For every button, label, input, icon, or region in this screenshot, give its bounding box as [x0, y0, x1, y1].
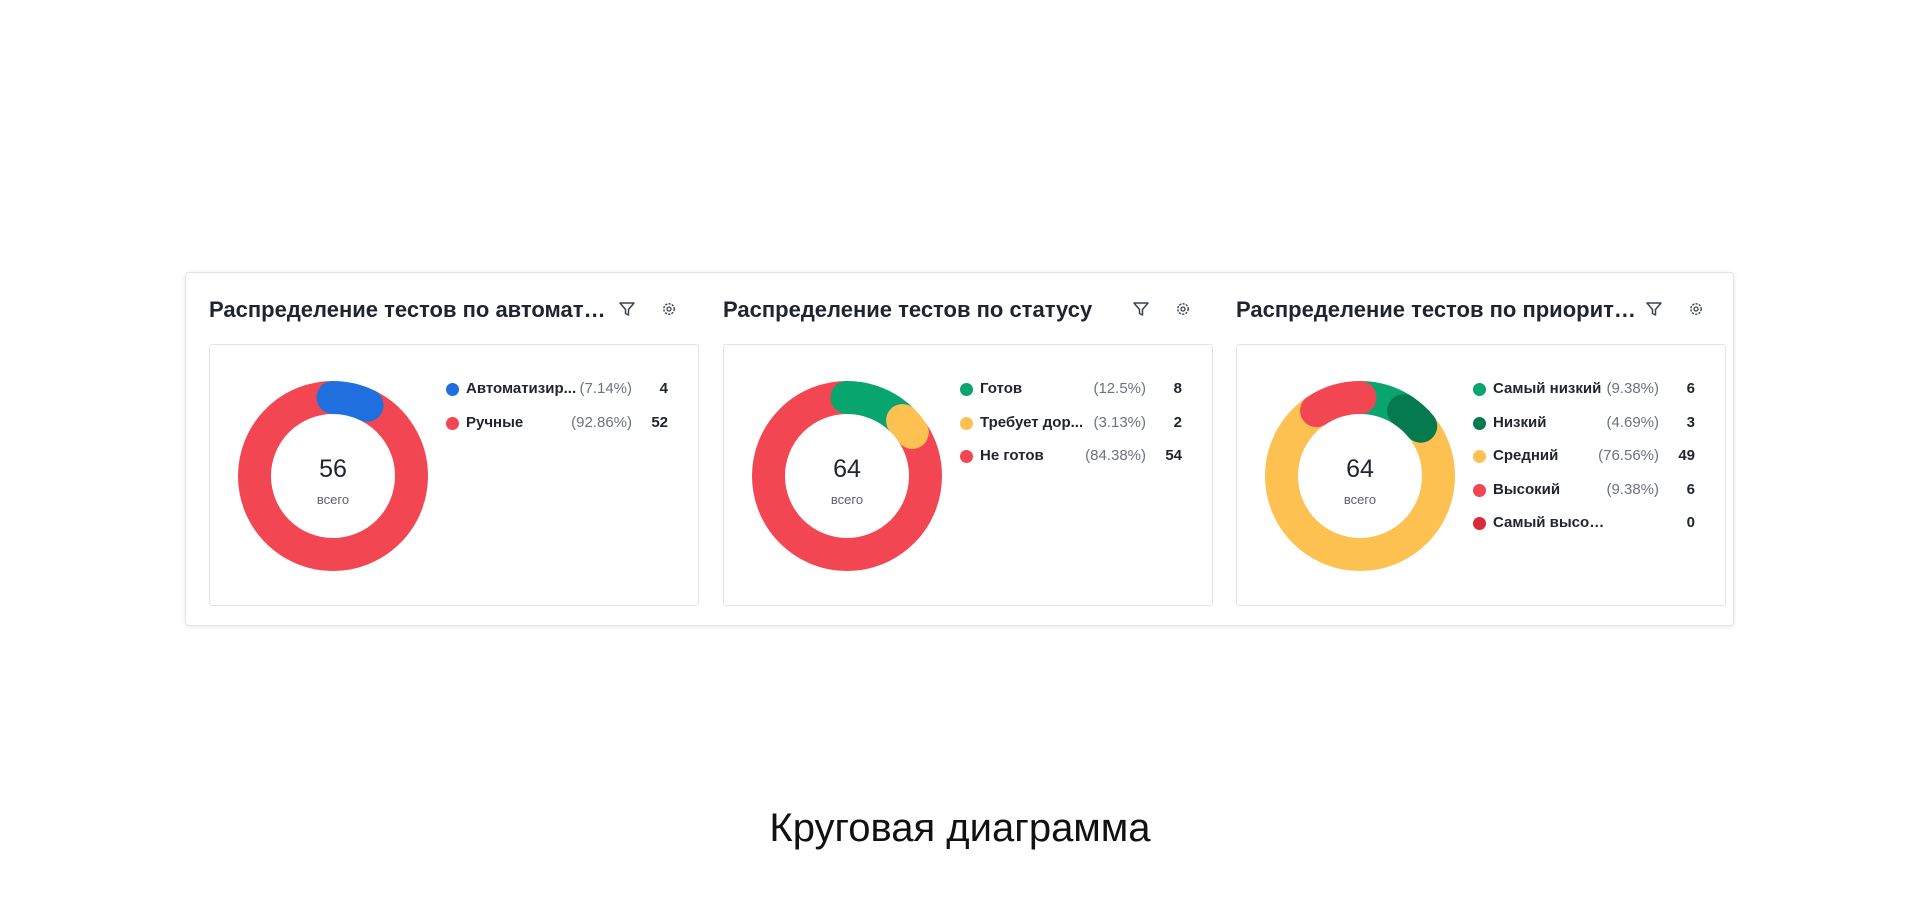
legend-percent: (9.38%) — [1606, 380, 1659, 397]
filter-icon[interactable] — [1641, 296, 1667, 322]
filter-icon[interactable] — [614, 296, 640, 322]
legend-dot — [1473, 383, 1486, 396]
legend-percent: (12.5%) — [1093, 380, 1146, 397]
legend-percent: (9.38%) — [1606, 480, 1659, 498]
donut-svg — [1265, 381, 1455, 571]
legend-dot — [960, 450, 973, 463]
filter-icon[interactable] — [1128, 296, 1154, 322]
donut-svg — [752, 381, 942, 571]
legend-item-not-ready[interactable]: Не готов (84.38%) 54 — [960, 446, 1200, 466]
widget-header: Распределение тестов по приоритету — [1236, 295, 1703, 325]
gear-icon[interactable] — [1170, 296, 1196, 322]
legend-percent: (84.38%) — [1085, 447, 1146, 464]
legend-label: Самый высокий — [1493, 514, 1608, 531]
donut-slice-2[interactable] — [1265, 381, 1455, 571]
total-count: 64 — [833, 455, 861, 483]
chart-card: 56 всего Автоматизир... (7.14%) 4 Ручные… — [209, 344, 699, 606]
legend-dot — [1473, 483, 1486, 497]
legend-value: 3 — [1686, 413, 1695, 431]
legend-item-needs-work[interactable]: Требует дор... (3.13%) 2 — [960, 413, 1200, 433]
widget-header: Распределение тестов по автоматиз... — [209, 295, 676, 325]
widget-status: Распределение тестов по статусу 64 всего… — [700, 273, 1213, 627]
donut-chart: 56 всего — [238, 381, 428, 571]
legend-item-low[interactable]: Низкий (4.69%) 3 — [1473, 413, 1713, 433]
total-caption: всего — [316, 492, 350, 507]
legend-dot — [960, 416, 973, 430]
legend-item-highest[interactable]: Самый высокий 0 — [1473, 513, 1713, 533]
legend-value: 2 — [1173, 413, 1182, 431]
chart-card: 64 всего Самый низкий (9.38%) 6 Низкий (… — [1236, 344, 1726, 606]
legend: Самый низкий (9.38%) 6 Низкий (4.69%) 3 … — [1473, 379, 1713, 547]
total-caption: всего — [1343, 492, 1377, 507]
widget-header: Распределение тестов по статусу — [723, 295, 1190, 325]
legend-percent: (3.13%) — [1093, 413, 1146, 431]
donut-chart: 64 всего — [752, 381, 942, 571]
donut-slice-0[interactable] — [238, 381, 428, 571]
legend-item-medium[interactable]: Средний (76.56%) 49 — [1473, 446, 1713, 466]
chart-card: 64 всего Готов (12.5%) 8 Требует дор... … — [723, 344, 1213, 606]
donut-svg — [238, 381, 428, 571]
legend: Готов (12.5%) 8 Требует дор... (3.13%) 2… — [960, 379, 1200, 480]
legend-value: 52 — [651, 413, 668, 431]
widget-title: Распределение тестов по автоматиз... — [209, 297, 619, 322]
donut-chart: 64 всего — [1265, 381, 1455, 571]
legend-dot — [960, 383, 973, 396]
widget-priority: Распределение тестов по приоритету 64 вс… — [1213, 273, 1726, 627]
legend-dot — [446, 383, 459, 396]
legend-dot — [1473, 416, 1486, 430]
donut-slice-0[interactable] — [752, 381, 942, 571]
gear-icon[interactable] — [1683, 296, 1709, 322]
total-count: 56 — [319, 455, 347, 483]
legend-percent: (7.14%) — [579, 380, 632, 397]
legend-value: 49 — [1678, 447, 1695, 464]
legend: Автоматизир... (7.14%) 4 Ручные (92.86%)… — [446, 379, 686, 446]
legend-item-lowest[interactable]: Самый низкий (9.38%) 6 — [1473, 379, 1713, 399]
page-caption: Круговая диаграмма — [769, 806, 1151, 850]
legend-value: 0 — [1686, 514, 1695, 531]
legend-dot — [446, 416, 459, 430]
legend-percent: (4.69%) — [1606, 413, 1659, 431]
gear-icon[interactable] — [656, 296, 682, 322]
total-count: 64 — [1346, 455, 1374, 483]
legend-value: 54 — [1165, 447, 1182, 464]
legend-percent: (76.56%) — [1598, 447, 1659, 464]
legend-value: 8 — [1173, 380, 1182, 397]
legend-dot — [1473, 450, 1486, 463]
widget-automation: Распределение тестов по автоматиз... 56 … — [186, 273, 699, 627]
total-caption: всего — [830, 492, 864, 507]
legend-item-ready[interactable]: Готов (12.5%) 8 — [960, 379, 1200, 399]
legend-value: 6 — [1686, 480, 1695, 498]
donut-slice-3[interactable] — [1265, 381, 1455, 571]
dashboard-panel: Распределение тестов по автоматиз... 56 … — [185, 272, 1734, 626]
legend-value: 4 — [659, 380, 668, 397]
legend-item-manual[interactable]: Ручные (92.86%) 52 — [446, 413, 686, 433]
legend-value: 6 — [1686, 380, 1695, 397]
widget-title: Распределение тестов по статусу — [723, 297, 1093, 322]
legend-percent: (92.86%) — [571, 413, 632, 431]
legend-dot — [1473, 517, 1486, 530]
legend-item-high[interactable]: Высокий (9.38%) 6 — [1473, 480, 1713, 500]
legend-item-automated[interactable]: Автоматизир... (7.14%) 4 — [446, 379, 686, 399]
widget-title: Распределение тестов по приоритету — [1236, 297, 1646, 322]
